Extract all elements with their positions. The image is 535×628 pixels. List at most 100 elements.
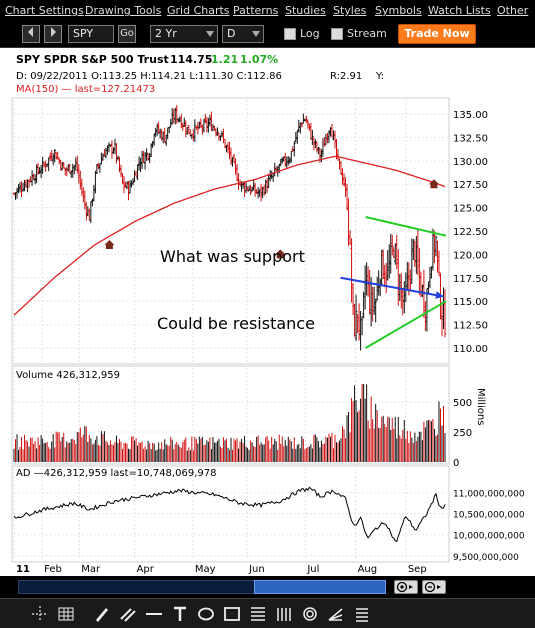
price-panel xyxy=(11,97,450,365)
x-tick-label: Jul xyxy=(306,564,319,575)
delete-drawings-tool[interactable] xyxy=(352,604,372,624)
text-tool[interactable] xyxy=(170,604,190,624)
go-button[interactable]: Go xyxy=(118,25,136,43)
ad-tick-label: 9,500,000,000 xyxy=(453,553,519,563)
volume-tick-label: 0 xyxy=(453,458,459,469)
drawing-toolbar xyxy=(0,598,535,628)
last-price: 114.75 xyxy=(170,53,212,66)
ad-line xyxy=(13,486,446,543)
chevron-down-icon xyxy=(252,31,260,37)
volume-bars xyxy=(13,384,446,462)
interval-select[interactable]: D xyxy=(222,25,264,43)
price-change-pct: 1.07% xyxy=(240,53,278,66)
interval-value: D xyxy=(227,27,236,40)
x-tick-label: Mar xyxy=(81,564,101,575)
axis-ticks: 11 Feb Mar Apr May Jun Jul Aug Sep 135.00 132.50 13… xyxy=(16,110,525,575)
rectangle-tool[interactable] xyxy=(222,604,242,624)
menu-grid-charts[interactable]: Grid Charts xyxy=(167,4,230,17)
annotation-resistance: Could be resistance xyxy=(157,314,315,333)
horizontal-line-icon xyxy=(146,613,162,615)
y-readout: Y: xyxy=(375,71,384,82)
ellipse-icon xyxy=(198,607,214,621)
ellipse-tool[interactable] xyxy=(196,604,216,624)
text-icon xyxy=(174,606,186,621)
menu-styles[interactable]: Styles xyxy=(333,4,367,17)
parallel-lines-tool[interactable] xyxy=(118,604,138,624)
volume-tick-label: 500 xyxy=(453,398,472,409)
menu-patterns[interactable]: Patterns xyxy=(233,4,279,17)
zoom-out-icon xyxy=(424,581,441,593)
lower-trendline xyxy=(365,300,447,349)
ad-tick-label: 10,500,000,000 xyxy=(453,511,525,521)
menu-drawing-tools[interactable]: Drawing Tools xyxy=(85,4,162,17)
menu-other[interactable]: Other xyxy=(497,4,529,17)
scroll-thumb[interactable] xyxy=(254,580,386,594)
stream-checkbox[interactable] xyxy=(331,28,343,40)
chevron-down-icon xyxy=(206,31,214,37)
volume-tick-label: 250 xyxy=(453,428,472,439)
price-tick-label: 117.50 xyxy=(453,274,488,285)
list-icon xyxy=(356,608,368,622)
menu-chart-settings[interactable]: Chart Settings xyxy=(5,4,84,17)
price-tick-label: 135.00 xyxy=(453,110,488,121)
next-button[interactable] xyxy=(44,25,62,43)
menu-watch-lists[interactable]: Watch Lists xyxy=(428,4,491,17)
fibonacci-tool[interactable] xyxy=(248,604,268,624)
range-select[interactable]: 2 Yr xyxy=(150,25,218,43)
horizontal-line-tool[interactable] xyxy=(144,604,164,624)
andrews-pitchfork-tool[interactable] xyxy=(326,604,346,624)
chevron-right-icon xyxy=(51,27,56,37)
price-tick-label: 115.00 xyxy=(453,297,488,308)
menu-symbols[interactable]: Symbols xyxy=(375,4,422,17)
volume-label: Volume 426,312,959 xyxy=(16,370,120,381)
stream-label: Stream xyxy=(347,27,387,40)
spiral-tool[interactable] xyxy=(300,604,320,624)
support-arrow xyxy=(340,276,439,297)
r-readout: R:2.91 xyxy=(330,71,362,82)
zoom-in-button[interactable] xyxy=(394,580,418,594)
price-tick-label: 110.00 xyxy=(453,344,488,355)
price-change: 1.21 xyxy=(211,53,238,66)
trade-now-label: Trade Now xyxy=(404,27,470,40)
symbol-input[interactable]: SPY xyxy=(68,25,114,43)
ad-tick-label: 10,000,000,000 xyxy=(453,532,525,542)
ad-label: AD —426,312,959 last=10,748,069,978 xyxy=(16,468,216,479)
pen-icon xyxy=(96,608,108,622)
price-tick-label: 132.50 xyxy=(453,133,488,144)
menu-studies[interactable]: Studies xyxy=(285,4,326,17)
crosshair-tool[interactable] xyxy=(30,604,50,624)
annotation-support: What was support xyxy=(160,247,305,266)
grid-icon xyxy=(58,607,74,621)
chevron-left-icon xyxy=(28,27,33,37)
log-checkbox[interactable] xyxy=(284,28,296,40)
chart-area[interactable]: SPY SPDR S&P 500 Trust 114.75 1.21 1.07%… xyxy=(0,48,535,576)
pen-tool[interactable] xyxy=(92,604,112,624)
arrow-head xyxy=(435,291,444,299)
price-tick-label: 120.00 xyxy=(453,250,488,261)
rectangle-icon xyxy=(224,607,240,621)
gann-tool[interactable] xyxy=(274,604,294,624)
zoom-in-icon xyxy=(396,581,413,593)
x-tick-label: Apr xyxy=(137,564,155,575)
x-tick-label: Sep xyxy=(408,564,427,575)
event-marker-icon xyxy=(428,179,439,189)
event-markers xyxy=(104,179,439,259)
ad-tick-label: 11,000,000,000 xyxy=(453,490,525,500)
price-tick-label: 122.50 xyxy=(453,227,488,238)
fibonacci-icon xyxy=(251,607,265,621)
x-tick-label: May xyxy=(195,564,216,575)
range-value: 2 Yr xyxy=(155,27,177,40)
parallel-lines-icon xyxy=(120,608,136,622)
ma-legend: MA(150) — last=127.21473 xyxy=(16,84,155,95)
trendlines xyxy=(340,215,447,349)
price-tick-label: 125.00 xyxy=(453,204,488,215)
time-scrollbar xyxy=(0,576,535,598)
zoom-out-button[interactable] xyxy=(422,580,446,594)
event-marker-icon xyxy=(104,240,115,250)
trade-now-button[interactable]: Trade Now xyxy=(398,24,476,44)
prev-button[interactable] xyxy=(22,25,40,43)
price-bars xyxy=(12,105,447,351)
ohlc-readout: D: 09/22/2011 O:113.25 H:114.21 L:111.30… xyxy=(16,71,282,82)
grid-tool[interactable] xyxy=(56,604,76,624)
toolbar: SPY Go 2 Yr D Log Stream Trade Now xyxy=(0,21,535,48)
